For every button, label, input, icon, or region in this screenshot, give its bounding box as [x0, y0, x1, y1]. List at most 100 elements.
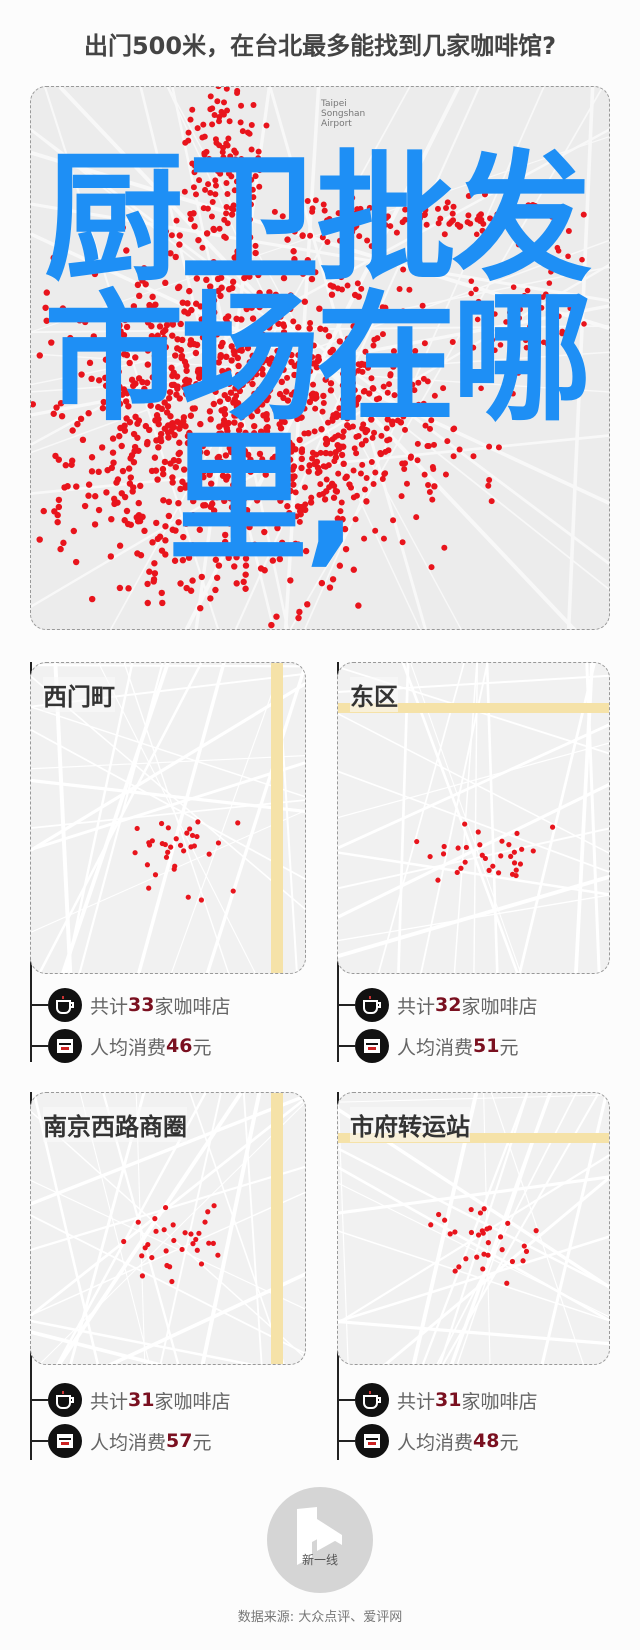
cafe-dot	[219, 162, 226, 169]
cafe-dot	[151, 454, 159, 461]
cafe-dot	[200, 502, 207, 509]
cafe-dot	[475, 1232, 482, 1238]
cafe-dot	[228, 487, 235, 494]
cafe-dot	[394, 358, 401, 365]
cafe-dot	[302, 501, 309, 508]
cafe-dot	[349, 226, 356, 233]
map-road	[107, 1272, 305, 1364]
cafe-dot	[182, 484, 189, 491]
cafe-dot	[280, 366, 287, 373]
cafe-dot	[291, 228, 298, 235]
cafe-dot	[314, 470, 321, 477]
cafe-dot	[292, 224, 299, 231]
cafe-dot	[498, 853, 504, 859]
cafe-dot	[412, 214, 419, 221]
cafe-dot	[221, 531, 229, 539]
cafe-dot	[259, 456, 266, 463]
cafe-dot	[153, 1228, 159, 1234]
map-road	[31, 675, 305, 911]
cafe-dot	[426, 425, 433, 432]
cafe-dot	[93, 310, 101, 318]
cafe-dot	[214, 98, 221, 105]
cafe-dot	[163, 1248, 169, 1254]
cafe-dot	[148, 467, 156, 475]
cafe-dot	[435, 220, 442, 227]
wallet-card-icon	[48, 1029, 82, 1063]
cafe-dot	[198, 328, 206, 335]
cafe-dot	[277, 497, 284, 504]
cafe-dot	[194, 833, 200, 840]
cafe-dot	[123, 415, 130, 422]
cafe-dot	[179, 478, 186, 485]
cafe-dot	[36, 536, 43, 543]
cafe-dot	[163, 409, 171, 416]
cafe-dot	[233, 379, 240, 386]
cafe-dot	[509, 871, 516, 877]
cafe-dot	[402, 328, 410, 335]
cafe-dot	[322, 326, 329, 333]
cafe-dot	[165, 498, 173, 506]
cafe-dot	[348, 484, 355, 491]
cafe-dot	[359, 461, 366, 468]
cafe-dot	[189, 577, 196, 584]
cafe-dot	[554, 244, 561, 251]
cafe-dot	[328, 291, 336, 298]
cafe-dot	[271, 377, 278, 384]
cafe-dot	[199, 159, 206, 166]
cafe-dot	[287, 487, 294, 495]
cafe-dot	[242, 269, 250, 277]
cafe-dot	[193, 275, 201, 282]
cafe-dot	[162, 279, 169, 287]
cafe-dot	[485, 1252, 491, 1258]
map-road	[31, 150, 609, 331]
cafe-dot	[351, 387, 358, 394]
cafe-dot	[239, 128, 246, 135]
cafe-dot	[220, 144, 227, 151]
cafe-dot	[207, 503, 215, 511]
cafe-dot	[149, 1254, 155, 1261]
cafe-dot	[82, 342, 89, 350]
cafe-dot	[217, 158, 224, 165]
area-name: 西门町	[43, 677, 115, 712]
cafe-dot	[36, 352, 43, 359]
cafe-dot	[31, 401, 37, 408]
cafe-dot	[179, 336, 186, 344]
cafe-dot	[440, 851, 447, 857]
cafe-dot	[351, 291, 359, 299]
cafe-dot	[191, 843, 197, 849]
cafe-dot	[207, 189, 214, 196]
cafe-dot	[278, 378, 286, 386]
map-road	[65, 663, 134, 973]
cafe-dot	[85, 410, 92, 417]
cafe-dot	[324, 238, 331, 245]
cafe-dot	[326, 215, 333, 222]
cafe-dot	[243, 506, 251, 514]
cafe-dot	[224, 473, 231, 480]
cafe-dot	[319, 408, 326, 415]
cafe-dot	[248, 176, 255, 183]
cafe-dot	[406, 286, 413, 293]
cafe-dot	[290, 463, 298, 470]
cafe-dot	[342, 353, 349, 360]
cafe-dot	[251, 422, 258, 430]
cafe-dot	[140, 309, 147, 316]
overlay-headline-line1: 厨卫批发	[44, 138, 592, 301]
cafe-dot	[185, 137, 192, 144]
cafe-dot	[346, 424, 353, 431]
map-road	[410, 663, 522, 973]
cafe-dot	[256, 386, 263, 393]
cafe-dot	[352, 516, 359, 523]
cafe-dot	[245, 300, 252, 308]
cafe-dot	[477, 1210, 484, 1216]
cafe-dot	[304, 198, 311, 205]
cafe-dot	[362, 437, 369, 444]
cafe-dot	[163, 854, 170, 860]
cafe-dot	[406, 343, 413, 350]
cafe-dot	[210, 320, 217, 327]
main-road	[338, 1133, 609, 1143]
cafe-dot	[219, 339, 226, 347]
cafe-dot	[252, 173, 259, 180]
cafe-dot	[486, 1225, 493, 1231]
cafe-dot	[135, 499, 142, 507]
cafe-dot	[116, 400, 124, 408]
